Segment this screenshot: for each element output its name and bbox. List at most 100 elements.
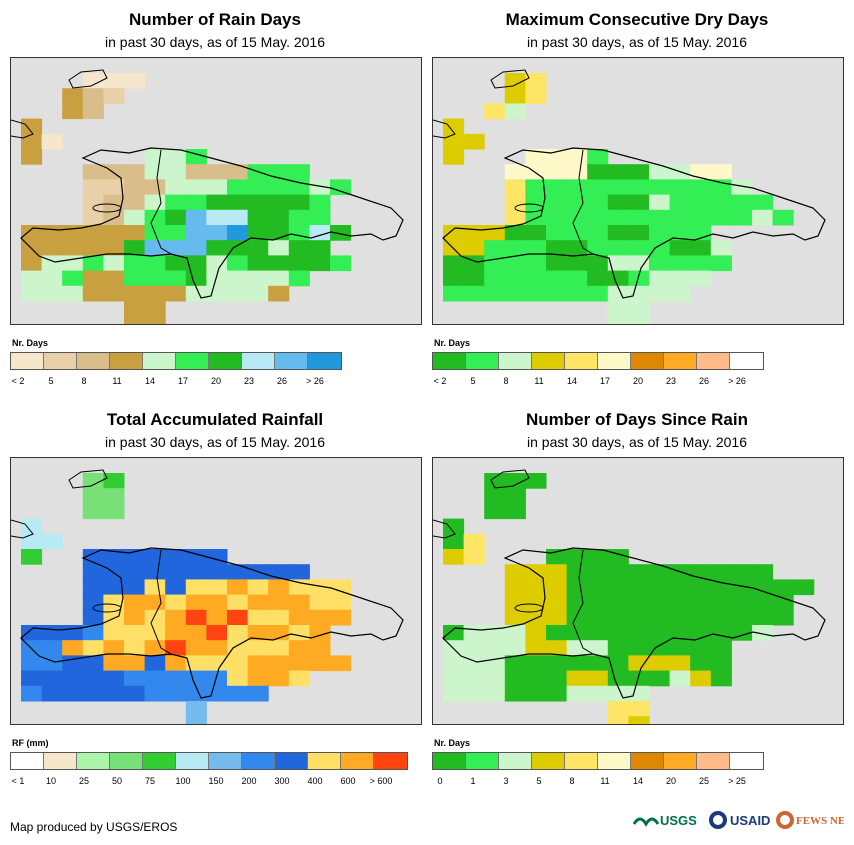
map-grid-cell bbox=[443, 670, 465, 687]
map-grid-cell bbox=[268, 609, 290, 626]
map-grid-cell bbox=[731, 579, 753, 596]
map-grid-cell bbox=[628, 655, 650, 672]
map-grid-cell bbox=[484, 270, 506, 287]
map-grid-cell bbox=[628, 579, 650, 596]
map-grid-cell bbox=[566, 564, 588, 580]
map-grid-cell bbox=[206, 225, 228, 241]
map-grid-cell bbox=[752, 579, 774, 596]
map-grid-cell bbox=[227, 609, 249, 626]
map-grid-cell bbox=[247, 655, 269, 672]
island-outline bbox=[20, 147, 404, 299]
map-grid-cell bbox=[690, 670, 712, 687]
gonave-island-outline bbox=[92, 603, 122, 613]
map-grid-cell bbox=[566, 655, 588, 672]
map-grid-cell bbox=[669, 285, 691, 302]
map-grid-cell bbox=[587, 285, 609, 302]
map-grid-cell bbox=[124, 255, 146, 272]
map-grid-cell bbox=[752, 564, 774, 580]
map-grid-cell bbox=[525, 564, 547, 580]
map-credit: Map produced by USGS/EROS bbox=[10, 820, 178, 834]
map-grid-cell bbox=[288, 579, 310, 596]
map-grid-cell bbox=[525, 73, 547, 89]
legend-label: 20 bbox=[632, 376, 644, 386]
map-grid-cell bbox=[546, 164, 568, 180]
legend-swatch bbox=[11, 353, 44, 369]
map-grid-cell bbox=[587, 240, 609, 256]
map-grid-cell bbox=[288, 194, 310, 211]
map-grid-cell bbox=[206, 255, 228, 272]
legend-label: 23 bbox=[665, 376, 677, 386]
map-grid-cell bbox=[772, 594, 794, 611]
legend-swatch bbox=[730, 353, 763, 369]
map-grid-cell bbox=[21, 670, 43, 687]
legend-label: 75 bbox=[144, 776, 156, 786]
legend-label: 100 bbox=[175, 776, 191, 786]
legend-labels: < 2 5 8 11 14 17 20 23 26 > 26 bbox=[10, 376, 422, 388]
map-grid-cell bbox=[165, 164, 187, 180]
legend-label: 25 bbox=[78, 776, 90, 786]
map-grid-cell bbox=[710, 579, 732, 596]
map-grid-cell bbox=[669, 579, 691, 596]
panel-title: Total Accumulated Rainfall bbox=[106, 410, 324, 429]
map-grid-cell bbox=[628, 164, 650, 180]
map-grid-cell bbox=[484, 225, 506, 241]
map-grid-cell bbox=[21, 685, 43, 702]
map-grid-cell bbox=[628, 640, 650, 656]
map-grid-cell bbox=[649, 609, 671, 626]
legend-swatch bbox=[697, 353, 730, 369]
map-grid-cell bbox=[227, 225, 249, 241]
map-grid-cell bbox=[463, 285, 485, 302]
legend-swatch bbox=[209, 353, 242, 369]
map-grid-cell bbox=[165, 270, 187, 287]
panel-title: Number of Days Since Rain bbox=[525, 410, 748, 429]
map-grid-cell bbox=[82, 685, 104, 702]
map-grid-cell bbox=[669, 640, 691, 656]
map-grid-cell bbox=[690, 209, 712, 226]
country-border bbox=[572, 149, 594, 255]
map-grid-cell bbox=[41, 685, 63, 702]
map-grid-cell bbox=[165, 594, 187, 611]
map-grid-cell bbox=[525, 88, 547, 104]
map-grid-cell bbox=[731, 209, 753, 226]
map-grid-cell bbox=[144, 209, 166, 226]
map-grid-cell bbox=[587, 270, 609, 287]
map-grid-cell bbox=[504, 503, 526, 520]
map-grid-cell bbox=[309, 255, 331, 272]
map-grid-cell bbox=[268, 179, 290, 196]
map-grid-cell bbox=[227, 270, 249, 287]
map-grid-cell bbox=[41, 270, 63, 287]
map-grid-cell bbox=[103, 73, 125, 89]
map-grid-cell bbox=[124, 301, 146, 317]
country-border bbox=[150, 149, 172, 255]
map-grid-cell bbox=[247, 609, 269, 626]
map-grid-cell bbox=[124, 579, 146, 596]
map-grid-cell bbox=[185, 625, 207, 641]
map-grid-cell bbox=[124, 285, 146, 302]
map-grid-cell bbox=[566, 255, 588, 272]
map-grid-cell bbox=[628, 225, 650, 241]
map-grid-cell bbox=[82, 625, 104, 641]
map-grid-cell bbox=[124, 594, 146, 611]
map-grid-cell bbox=[443, 625, 465, 641]
legend-label: 25 bbox=[698, 776, 710, 786]
map-grid-cell bbox=[566, 270, 588, 287]
legend-labels: < 2 5 8 11 14 17 20 23 26 > 26 bbox=[432, 376, 844, 388]
legend-label: 8 bbox=[503, 376, 509, 386]
map-grid-cell bbox=[309, 579, 331, 596]
panel-subtitle: in past 30 days, as of 15 May. 2016 bbox=[105, 434, 325, 450]
legend-label: 200 bbox=[241, 776, 257, 786]
map-grid-cell bbox=[566, 640, 588, 656]
legend-swatch bbox=[110, 353, 143, 369]
map-grid-cell bbox=[165, 564, 187, 580]
map-grid-cell bbox=[185, 209, 207, 226]
map-grid-cell bbox=[504, 88, 526, 104]
map-grid-cell bbox=[268, 270, 290, 287]
map-grid-cell bbox=[669, 670, 691, 687]
map-grid-cell bbox=[443, 270, 465, 287]
map-grid-cell bbox=[268, 194, 290, 211]
map-grid-cell bbox=[525, 285, 547, 302]
map-grid-cell bbox=[710, 240, 732, 256]
map-grid-cell bbox=[443, 255, 465, 272]
map-grid-cell bbox=[463, 240, 485, 256]
map-grid-cell bbox=[690, 240, 712, 256]
